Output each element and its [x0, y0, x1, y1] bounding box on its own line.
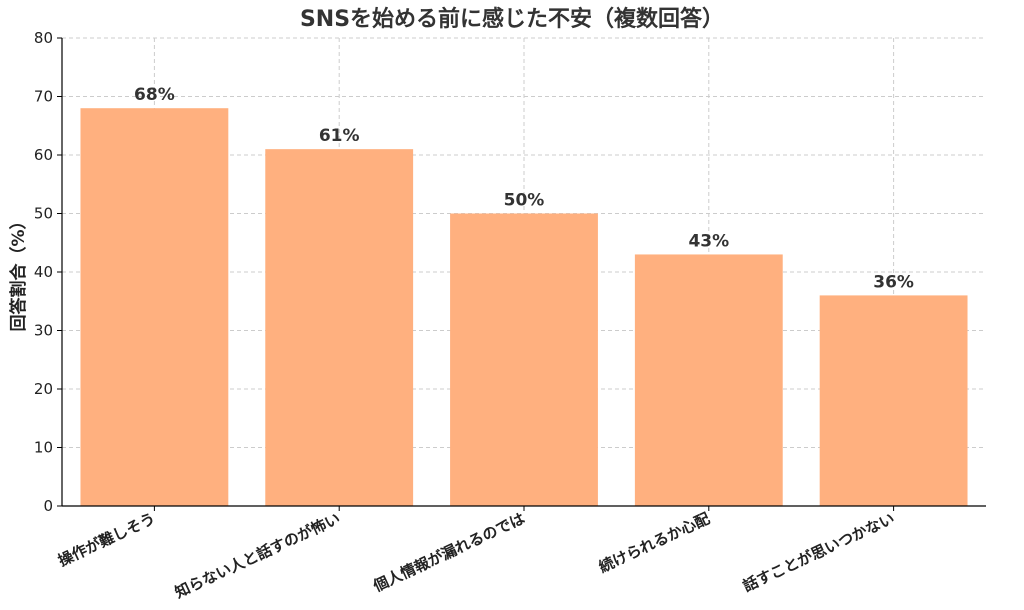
y-axis-label: 回答割合（%）	[8, 212, 29, 331]
bar	[265, 149, 414, 506]
y-tick-label: 70	[34, 88, 53, 106]
y-tick-label: 20	[34, 380, 53, 398]
y-tick-label: 80	[34, 29, 53, 47]
y-tick-label: 50	[34, 205, 53, 223]
y-tick-label: 0	[43, 497, 53, 515]
data-label: 61%	[319, 126, 360, 146]
y-tick-label: 40	[34, 263, 53, 281]
bar	[80, 108, 229, 506]
y-tick-label: 60	[34, 146, 53, 164]
x-tick-label: 話すことが思いつかない	[740, 509, 897, 595]
data-labels: 68% 61% 50% 43% 36%	[134, 85, 914, 292]
bars	[80, 108, 968, 506]
x-tick-label: 操作が難しそう	[55, 509, 158, 570]
axes	[57, 37, 986, 511]
bar	[450, 213, 598, 506]
data-label: 43%	[688, 231, 729, 251]
data-label: 36%	[873, 272, 914, 292]
x-tick-label: 個人情報が漏れるのでは	[370, 509, 528, 595]
y-tick-label: 10	[34, 439, 53, 457]
y-tick-label: 30	[34, 322, 53, 340]
x-tick-labels: 操作が難しそう 知らない人と話すのが怖い 個人情報が漏れるのでは 続けられるか心配 話す…	[55, 509, 897, 601]
data-label: 50%	[504, 191, 545, 211]
bar	[634, 254, 783, 506]
data-label: 68%	[134, 85, 175, 105]
bar	[819, 295, 968, 506]
y-tick-labels: 0 10 20 30 40 50 60 70 80	[34, 29, 53, 515]
x-tick-label: 知らない人と話すのが怖い	[172, 509, 343, 601]
x-tick-label: 続けられるか心配	[596, 509, 712, 576]
chart-title: SNSを始める前に感じた不安（複数回答）	[300, 6, 724, 32]
